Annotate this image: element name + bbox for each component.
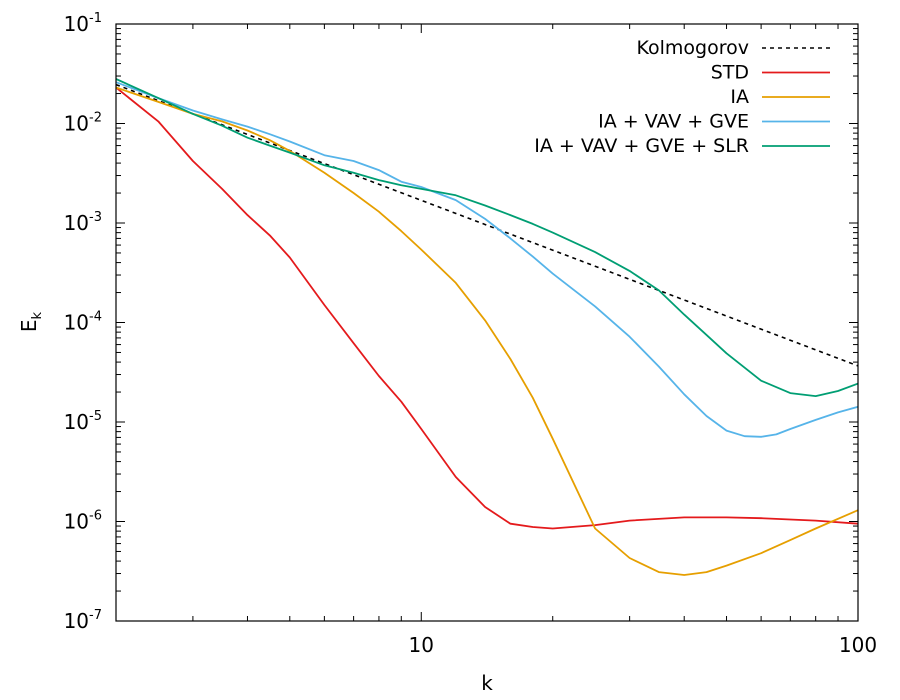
y-tick-label: 10-4	[64, 310, 102, 335]
x-axis-label: k	[481, 671, 493, 695]
series-layer	[116, 78, 858, 576]
y-axis-label-base: E	[17, 319, 41, 332]
plot-frame	[115, 23, 859, 622]
series-std-line	[116, 86, 858, 530]
y-tick-label: 10-6	[64, 509, 102, 534]
x-tick-label: 10	[409, 633, 434, 657]
legend-label-ia: IA	[730, 86, 749, 108]
series-ia-vav-gve-line	[116, 81, 858, 438]
y-tick-label: 10-3	[64, 210, 102, 235]
legend-label-kolmogorov: Kolmogorov	[637, 37, 750, 59]
legend-label-std: STD	[711, 62, 749, 84]
y-axis-label-sub: k	[30, 311, 45, 319]
series-ia-line	[116, 86, 858, 576]
x-tick-label: 100	[839, 633, 877, 657]
legend-label-ia-vav-gve: IA + VAV + GVE	[598, 111, 749, 133]
y-axis-label: Ek	[17, 311, 45, 332]
legend-label-ia-vav-gve-slr: IA + VAV + GVE + SLR	[534, 135, 749, 157]
y-tick-label: 10-7	[64, 608, 102, 633]
y-tick-label: 10-2	[64, 111, 102, 136]
series-ia-vav-gve-slr-line	[116, 78, 858, 398]
tick-labels: 10-1 10-2 10-3 10-4 10-5 10-6 10-7 10 100	[64, 11, 878, 657]
y-tick-label: 10-5	[64, 409, 102, 434]
y-tick-label: 10-1	[64, 11, 102, 36]
